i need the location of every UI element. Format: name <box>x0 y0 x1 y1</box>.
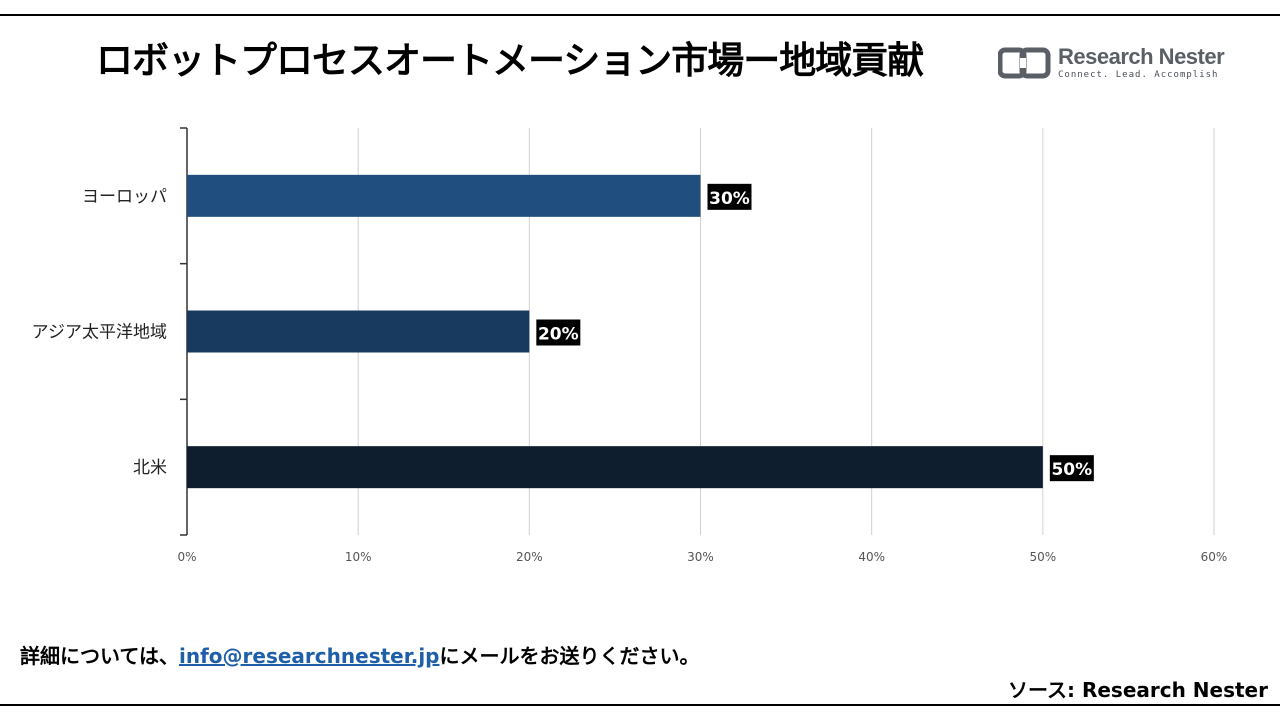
x-tick-label: 50% <box>1029 550 1056 564</box>
top-rule <box>0 14 1280 16</box>
contact-note: 詳細については、info@researchnester.jpにメールをお送りくだ… <box>20 640 700 669</box>
x-tick-label: 20% <box>516 550 543 564</box>
data-label-box <box>707 183 752 210</box>
category-label: アジア太平洋地域 <box>32 323 167 343</box>
bottom-rule <box>0 704 1280 706</box>
contact-suffix: にメールをお送りください。 <box>439 644 700 668</box>
source-credit: ソース: Research Nester <box>1007 678 1268 702</box>
x-tick-label: 10% <box>345 550 372 564</box>
x-tick-label: 60% <box>1201 550 1228 564</box>
logo-name: Research Nester <box>1058 44 1225 69</box>
bar <box>187 310 530 353</box>
x-tick-label: 30% <box>687 550 714 564</box>
contact-email-link[interactable]: info@researchnester.jp <box>179 644 440 668</box>
data-label: 50% <box>1051 460 1092 480</box>
data-label-box <box>1049 455 1094 482</box>
logo-tagline: Connect. Lead. Accomplish <box>1058 70 1219 80</box>
bar-chart: 0% 10% 20% 30% 40% 50% 60% ヨーロッパ 30% アジア太平洋地域 20% 北… <box>32 127 1228 564</box>
data-label: 20% <box>538 325 579 345</box>
data-label: 30% <box>709 189 750 209</box>
data-label-box <box>536 319 581 346</box>
page-title: ロボットプロセスオートメーション市場ー地域貢献 <box>96 39 924 82</box>
bar <box>187 446 1043 489</box>
category-label: 北米 <box>133 458 167 478</box>
bar <box>187 174 701 217</box>
x-tick-label: 0% <box>177 550 196 564</box>
x-tick-label: 40% <box>858 550 885 564</box>
category-label: ヨーロッパ <box>82 187 167 207</box>
logo-mark-icon <box>998 47 1051 79</box>
research-nester-logo: Research Nester Connect. Lead. Accomplis… <box>998 44 1228 84</box>
contact-prefix: 詳細については、 <box>20 644 179 668</box>
